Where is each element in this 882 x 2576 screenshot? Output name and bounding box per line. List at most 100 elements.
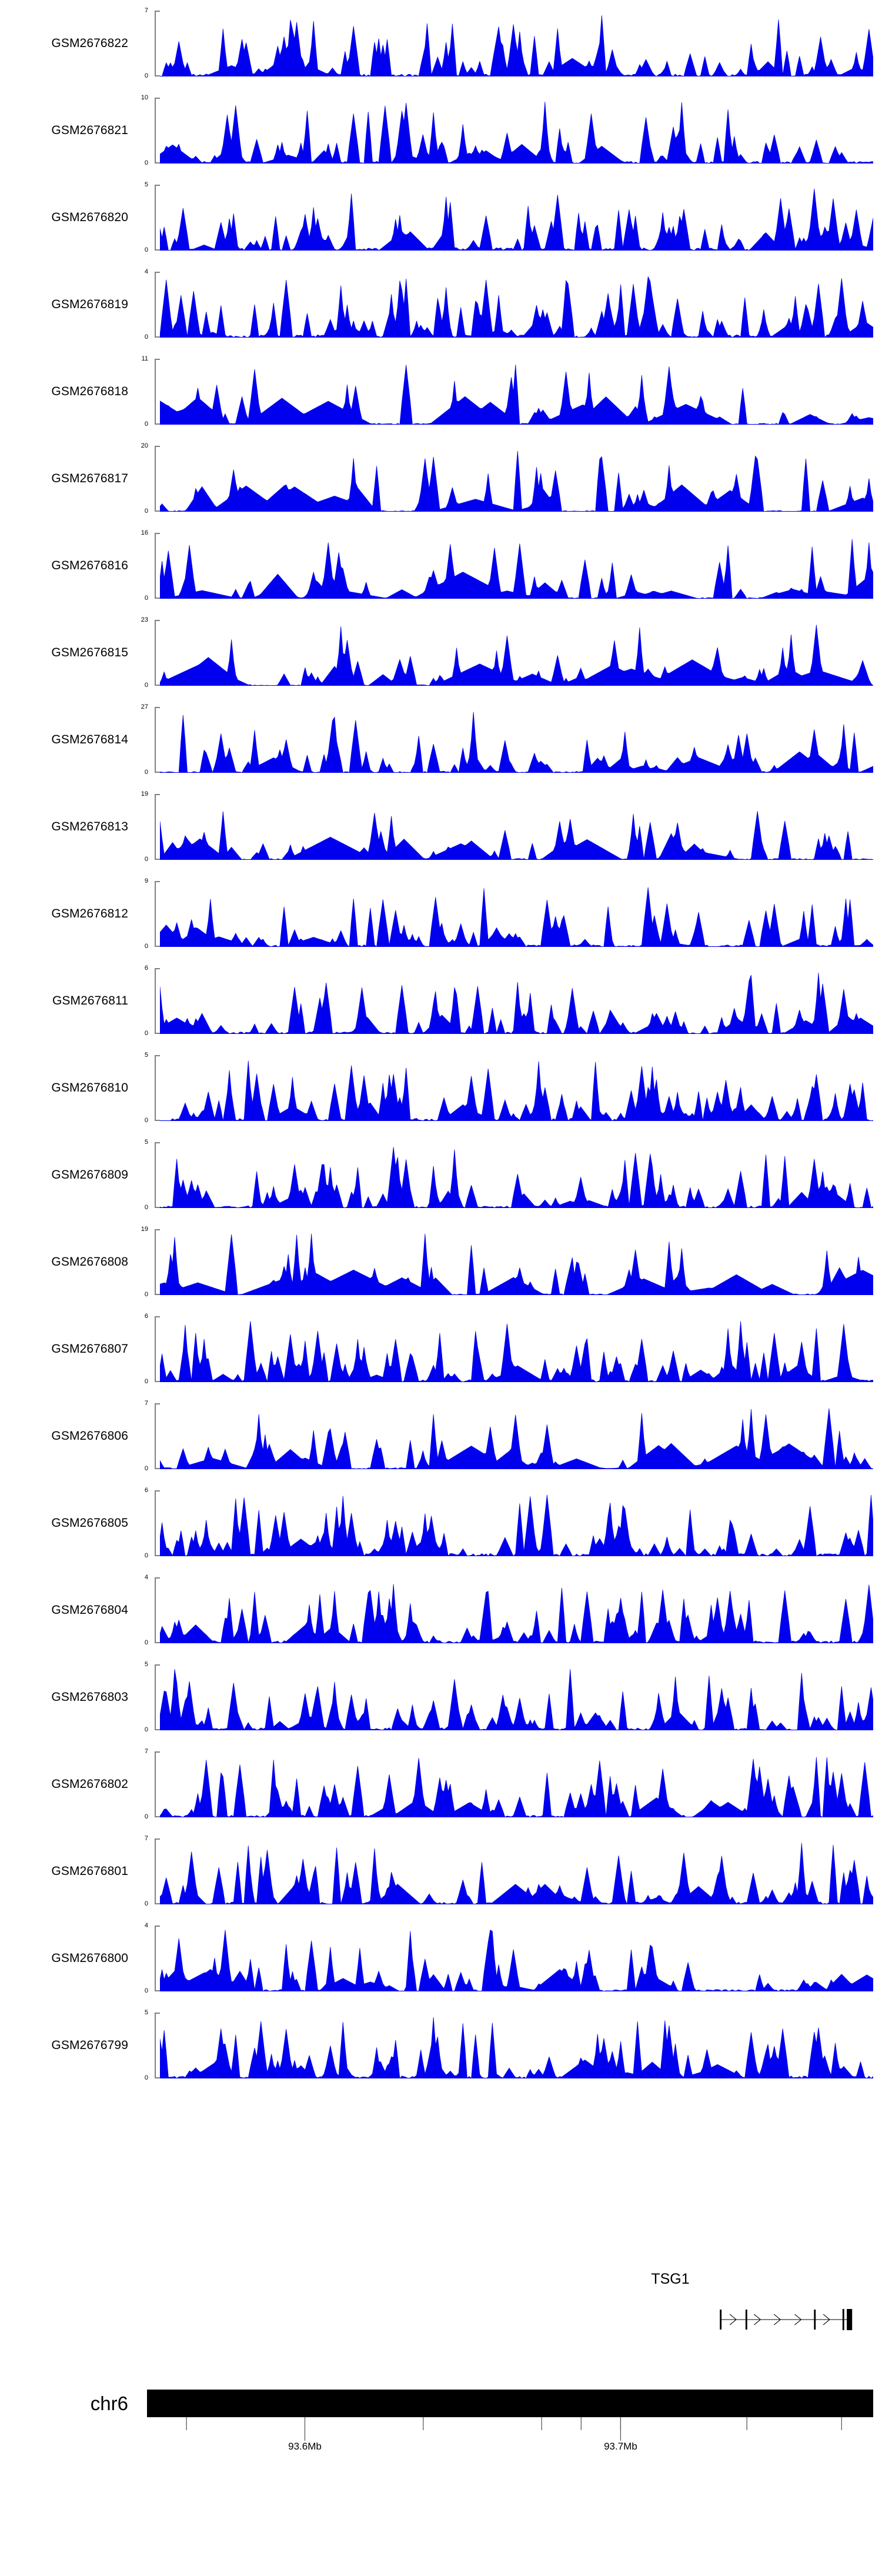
coverage-plot-area[interactable] [160, 1055, 873, 1121]
track-label-gsm2676799: GSM2676799 [51, 2038, 128, 2052]
y-axis-tick-min [155, 1555, 160, 1556]
coverage-plot-area[interactable] [160, 968, 873, 1034]
gene-model-glyph[interactable] [160, 2301, 873, 2338]
coverage-plot-area[interactable] [160, 11, 873, 76]
y-axis-tick-min [155, 2077, 160, 2078]
coverage-track[interactable]: GSM2676808 19 0 [0, 1219, 882, 1306]
coverage-track[interactable]: GSM2676818 11 0 [0, 348, 882, 435]
coverage-plot-area[interactable] [160, 98, 873, 163]
y-axis-tick-max [155, 1142, 160, 1143]
coverage-track[interactable]: GSM2676802 7 0 [0, 1741, 882, 1828]
coverage-plot-area[interactable] [160, 1490, 873, 1556]
track-label-gsm2676803: GSM2676803 [51, 1690, 128, 1704]
coverage-track[interactable]: GSM2676811 6 0 [0, 957, 882, 1045]
track-label-gsm2676807: GSM2676807 [51, 1342, 128, 1356]
gene-model-svg [720, 2309, 853, 2330]
y-axis-max-label: 19 [141, 790, 148, 798]
coverage-plot-area[interactable] [160, 707, 873, 773]
coverage-plot-area[interactable] [160, 1751, 873, 1817]
y-axis-min-label: 0 [144, 508, 148, 515]
coverage-track[interactable]: GSM2676817 20 0 [0, 435, 882, 522]
y-axis-tick-max [155, 1664, 160, 1666]
coverage-track[interactable]: GSM2676807 6 0 [0, 1306, 882, 1393]
y-axis-min-label: 0 [144, 421, 148, 428]
coverage-plot-area[interactable] [160, 533, 873, 599]
y-axis-max-label: 5 [144, 1052, 148, 1059]
coverage-histogram [160, 1321, 873, 1382]
track-label-gsm2676800: GSM2676800 [51, 1951, 128, 1965]
y-axis-tick-min [155, 249, 160, 251]
coverage-plot-area[interactable] [160, 620, 873, 686]
y-axis-tick-max [155, 1055, 160, 1056]
y-axis-min-label: 0 [144, 1987, 148, 1994]
coverage-track[interactable]: GSM2676803 5 0 [0, 1654, 882, 1741]
coverage-track[interactable]: GSM2676813 19 0 [0, 783, 882, 870]
coverage-track[interactable]: GSM2676822 7 0 [0, 0, 882, 87]
coverage-track[interactable]: GSM2676804 4 0 [0, 1567, 882, 1654]
y-axis-line [155, 1316, 156, 1382]
coverage-plot-area[interactable] [160, 1838, 873, 1904]
axis-tick-svg [186, 2417, 842, 2441]
track-label-gsm2676808: GSM2676808 [51, 1255, 128, 1269]
y-axis-max-label: 27 [141, 703, 148, 710]
coverage-track[interactable]: GSM2676799 5 0 [0, 2002, 882, 2089]
coverage-plot-area[interactable] [160, 881, 873, 947]
y-axis-line [155, 1229, 156, 1295]
coverage-plot-area[interactable] [160, 272, 873, 338]
coverage-track[interactable]: GSM2676801 7 0 [0, 1828, 882, 1915]
y-axis-min-label: 0 [144, 159, 148, 166]
coverage-plot-area[interactable] [160, 446, 873, 512]
gene-annotation-track[interactable]: TSG1 [0, 2267, 882, 2355]
coverage-histogram [160, 1060, 873, 1121]
coverage-track[interactable]: GSM2676800 4 0 [0, 1915, 882, 2002]
y-axis-tick-max [155, 881, 160, 882]
coverage-track[interactable]: GSM2676809 5 0 [0, 1132, 882, 1219]
coverage-track[interactable]: GSM2676821 10 0 [0, 87, 882, 174]
coverage-plot-area[interactable] [160, 1403, 873, 1469]
y-axis-max-label: 23 [141, 616, 148, 623]
track-label-gsm2676821: GSM2676821 [51, 124, 128, 137]
coverage-plot-area[interactable] [160, 1577, 873, 1643]
track-label-gsm2676806: GSM2676806 [51, 1429, 128, 1443]
y-axis-tick-min [155, 75, 160, 76]
coverage-plot-area[interactable] [160, 1142, 873, 1208]
coverage-track[interactable]: GSM2676812 9 0 [0, 870, 882, 957]
y-axis-tick-min [155, 859, 160, 860]
coverage-track[interactable]: GSM2676814 27 0 [0, 696, 882, 783]
coverage-plot-area[interactable] [160, 794, 873, 860]
y-axis-tick-min [155, 1207, 160, 1208]
coverage-plot-area[interactable] [160, 1664, 873, 1730]
track-label-gsm2676809: GSM2676809 [51, 1168, 128, 1182]
coverage-track[interactable]: GSM2676819 4 0 [0, 261, 882, 348]
y-axis-min-label: 0 [144, 1639, 148, 1646]
track-y-axis: 27 0 [132, 703, 160, 776]
coverage-plot-area[interactable] [160, 1316, 873, 1382]
coverage-track[interactable]: GSM2676816 16 0 [0, 522, 882, 609]
y-axis-tick-min [155, 685, 160, 686]
y-axis-max-label: 7 [144, 1748, 148, 1755]
y-axis-tick-max [155, 533, 160, 534]
coverage-plot-area[interactable] [160, 2013, 873, 2078]
coverage-plot-area[interactable] [160, 359, 873, 425]
coverage-track[interactable]: GSM2676810 5 0 [0, 1045, 882, 1132]
y-axis-line [155, 1490, 156, 1556]
y-axis-tick-min [155, 423, 160, 425]
chromosome-ideogram-bar[interactable] [147, 2390, 873, 2417]
coverage-track[interactable]: GSM2676806 7 0 [0, 1393, 882, 1480]
coverage-plot-area[interactable] [160, 185, 873, 251]
y-axis-tick-max [155, 185, 160, 186]
y-axis-line [155, 794, 156, 860]
coverage-plot-area[interactable] [160, 1926, 873, 1991]
coverage-track[interactable]: GSM2676820 5 0 [0, 174, 882, 261]
ideogram-axis-panel: chr6 93.6Mb 93.7Mb [0, 2382, 882, 2482]
track-y-axis: 19 0 [132, 790, 160, 863]
coverage-track[interactable]: GSM2676805 6 0 [0, 1480, 882, 1567]
coverage-plot-area[interactable] [160, 1229, 873, 1295]
coverage-track[interactable]: GSM2676815 23 0 [0, 609, 882, 696]
y-axis-tick-max [155, 11, 160, 12]
